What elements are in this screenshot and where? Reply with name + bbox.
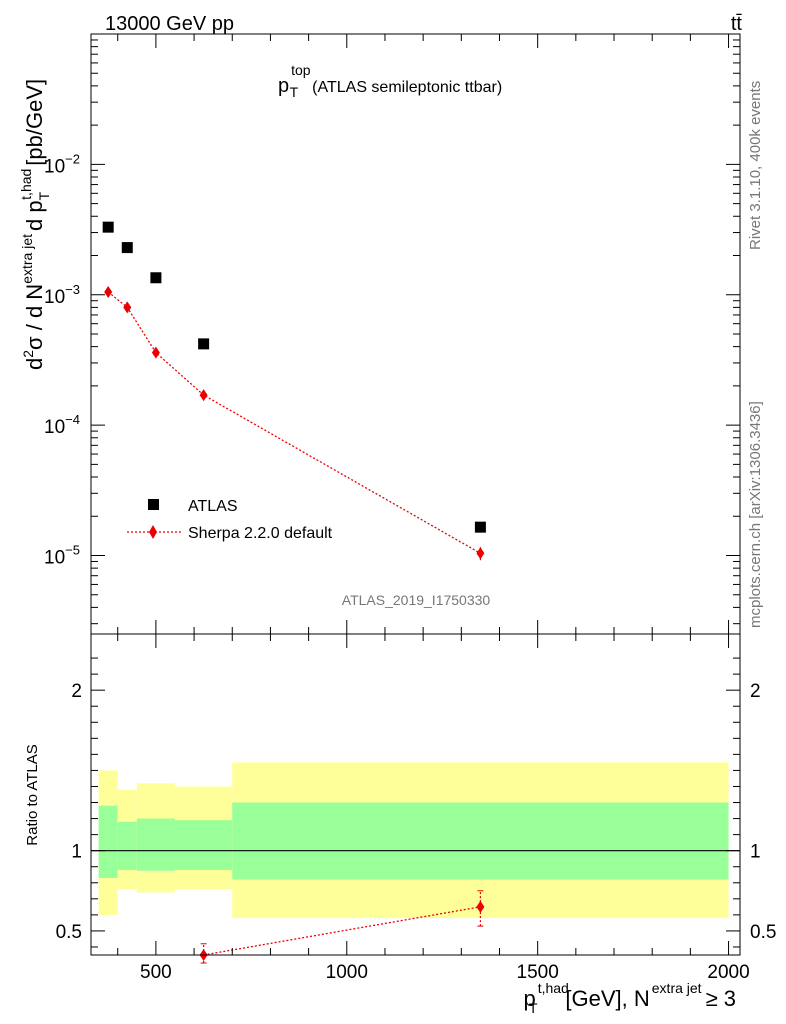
y-tick-label-main: 10−3 xyxy=(44,282,80,308)
y-tick-label-main: 10−5 xyxy=(44,543,80,569)
atlas-data-point xyxy=(150,272,162,284)
energy-label: 13000 GeV pp xyxy=(105,13,234,35)
y-tick-label-ratio-left: 0.5 xyxy=(56,922,82,943)
ratio-frame xyxy=(90,633,741,956)
y-tick-label-main: 10−4 xyxy=(44,412,80,438)
process-label: tt̄ xyxy=(731,13,743,35)
plot-title: ptop T (ATLAS semileptonic ttbar) xyxy=(278,62,502,100)
atlas-data-point xyxy=(121,242,133,254)
legend-label-atlas: ATLAS xyxy=(188,498,238,515)
y-tick-label-ratio-left: 1 xyxy=(71,842,82,863)
ratio-sherpa-point xyxy=(476,900,485,913)
ratio-sherpa-line xyxy=(203,906,481,956)
legend: ATLAS Sherpa 2.2.0 default xyxy=(127,498,333,542)
rivet-label: Rivet 3.1.10, 400k events xyxy=(747,81,764,250)
y-tick-label-ratio-right: 2 xyxy=(750,681,761,702)
atlas-data-point xyxy=(198,338,210,350)
x-tick-label: 1500 xyxy=(517,962,559,983)
sherpa-point xyxy=(476,547,485,560)
sherpa-point xyxy=(199,389,208,402)
ratio-panel xyxy=(91,762,740,964)
sherpa-point xyxy=(123,301,132,314)
sherpa-series-line xyxy=(107,291,481,554)
legend-label-sherpa: Sherpa 2.2.0 default xyxy=(188,525,333,542)
atlas-data-point xyxy=(102,221,114,233)
y-tick-label-ratio-right: 1 xyxy=(750,842,761,863)
analysis-watermark: ATLAS_2019_I1750330 xyxy=(342,592,491,608)
y-axis-title-ratio: Ratio to ATLAS xyxy=(24,744,41,845)
y-tick-label-ratio-left: 2 xyxy=(71,681,82,702)
main-panel xyxy=(102,221,486,561)
ratio-band-inner xyxy=(232,802,729,880)
y-axis-title-main: d2σ / d Nextra jetd pTt,had[pb/GeV] xyxy=(18,79,52,370)
ratio-band-inner xyxy=(98,805,118,878)
sherpa-point xyxy=(104,285,113,298)
x-tick-label: 1000 xyxy=(326,962,368,983)
legend-marker-sherpa xyxy=(149,525,157,539)
ratio-band-inner xyxy=(136,818,175,871)
x-tick-label: 2000 xyxy=(707,962,749,983)
ratio-band-inner xyxy=(117,821,137,870)
y-tick-label-main: 10−2 xyxy=(44,151,80,177)
sherpa-point xyxy=(151,346,160,359)
mcplots-label: mcplots.cern.ch [arXiv:1306.3436] xyxy=(747,401,764,628)
main-frame xyxy=(90,33,741,635)
ratio-band-inner xyxy=(174,820,233,870)
atlas-data-point xyxy=(474,521,486,533)
x-tick-label: 500 xyxy=(140,962,172,983)
legend-marker-atlas xyxy=(148,499,159,510)
axes: 500 1000 1500 2000 10−2 10−3 10−4 10−5 2 2 1 1 0.5 0.… xyxy=(44,33,776,983)
y-tick-label-ratio-right: 0.5 xyxy=(750,922,776,943)
